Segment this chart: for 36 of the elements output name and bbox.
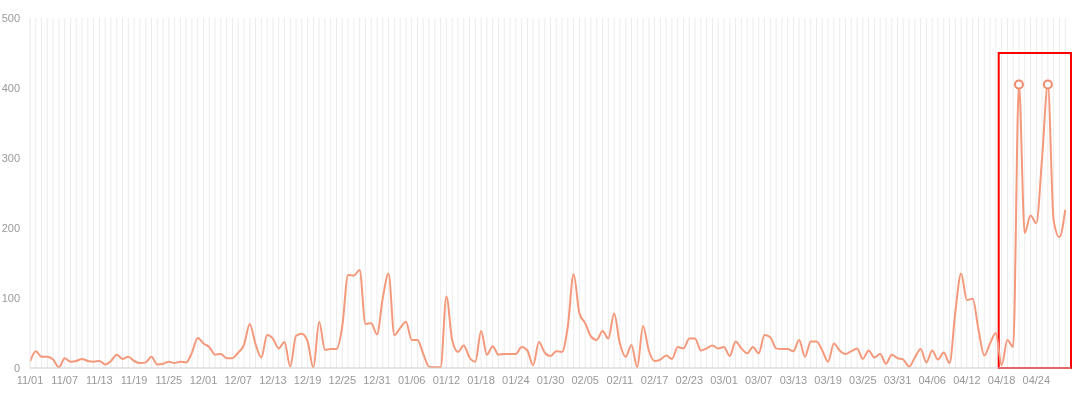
x-tick-label: 12/25: [328, 373, 357, 386]
x-tick-label: 04/06: [918, 373, 946, 386]
x-tick-label: 12/13: [259, 373, 287, 386]
x-tick-label: 12/01: [189, 373, 218, 386]
x-tick-label: 12/19: [293, 373, 322, 386]
x-tick-label: 03/01: [710, 373, 738, 386]
x-tick-label: 04/18: [987, 373, 1016, 386]
x-tick-label: 02/05: [571, 373, 599, 386]
x-tick-label: 03/19: [814, 373, 842, 386]
x-tick-label: 02/23: [675, 373, 704, 386]
y-tick-label: 200: [1, 221, 20, 234]
x-tick-label: 01/18: [467, 373, 495, 386]
x-tick-label: 02/11: [606, 373, 634, 386]
y-tick-label: 300: [1, 151, 20, 164]
x-tick-label: 01/24: [502, 373, 530, 386]
y-tick-label: 100: [1, 291, 20, 304]
x-tick-label: 11/01: [16, 373, 44, 386]
x-tick-label: 02/17: [640, 373, 669, 386]
x-tick-label: 11/07: [51, 373, 79, 386]
x-tick-label: 01/30: [536, 373, 565, 386]
x-tick-label: 03/07: [744, 373, 773, 386]
x-tick-label: 11/25: [155, 373, 183, 386]
x-tick-label: 03/25: [849, 373, 877, 386]
x-tick-label: 01/06: [397, 373, 426, 386]
x-tick-label: 03/31: [883, 373, 912, 386]
x-tick-label: 04/12: [953, 373, 981, 386]
y-tick-label: 500: [1, 11, 20, 24]
x-tick-label: 12/31: [363, 373, 391, 386]
x-tick-label: 04/24: [1022, 373, 1051, 386]
y-tick-label: 0: [13, 361, 20, 374]
x-tick-label: 11/19: [120, 373, 148, 386]
x-tick-label: 12/07: [224, 373, 252, 386]
x-tick-label: 01/12: [432, 373, 461, 386]
x-tick-label: 11/13: [86, 373, 113, 386]
x-tick-label: 03/13: [779, 373, 808, 386]
y-tick-label: 400: [1, 81, 20, 94]
